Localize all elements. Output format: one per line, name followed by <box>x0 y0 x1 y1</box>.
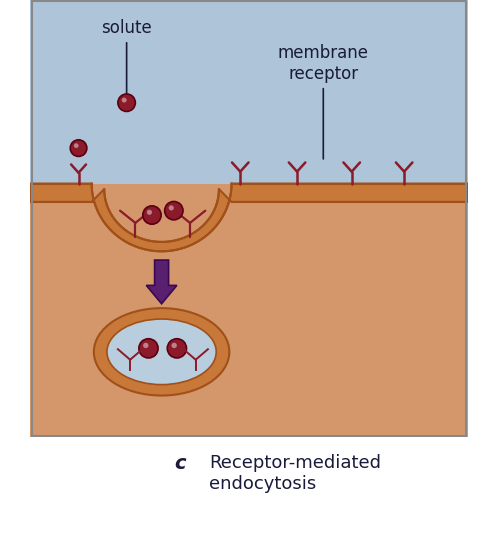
Bar <box>30 183 468 437</box>
Text: c: c <box>174 454 186 473</box>
Circle shape <box>70 140 87 156</box>
Circle shape <box>167 339 186 358</box>
Text: membrane
receptor: membrane receptor <box>278 44 369 159</box>
Circle shape <box>74 143 79 148</box>
Ellipse shape <box>107 319 216 385</box>
Ellipse shape <box>94 308 230 395</box>
Circle shape <box>122 98 126 102</box>
FancyArrow shape <box>146 260 177 304</box>
Polygon shape <box>30 183 468 251</box>
Circle shape <box>139 339 158 358</box>
Text: Receptor-mediated
endocytosis: Receptor-mediated endocytosis <box>209 454 381 493</box>
Circle shape <box>165 201 183 220</box>
Circle shape <box>169 205 174 211</box>
Circle shape <box>143 343 148 348</box>
Circle shape <box>171 343 177 348</box>
Circle shape <box>118 94 135 111</box>
Circle shape <box>147 209 152 215</box>
Text: solute: solute <box>101 19 152 100</box>
Circle shape <box>143 206 161 224</box>
